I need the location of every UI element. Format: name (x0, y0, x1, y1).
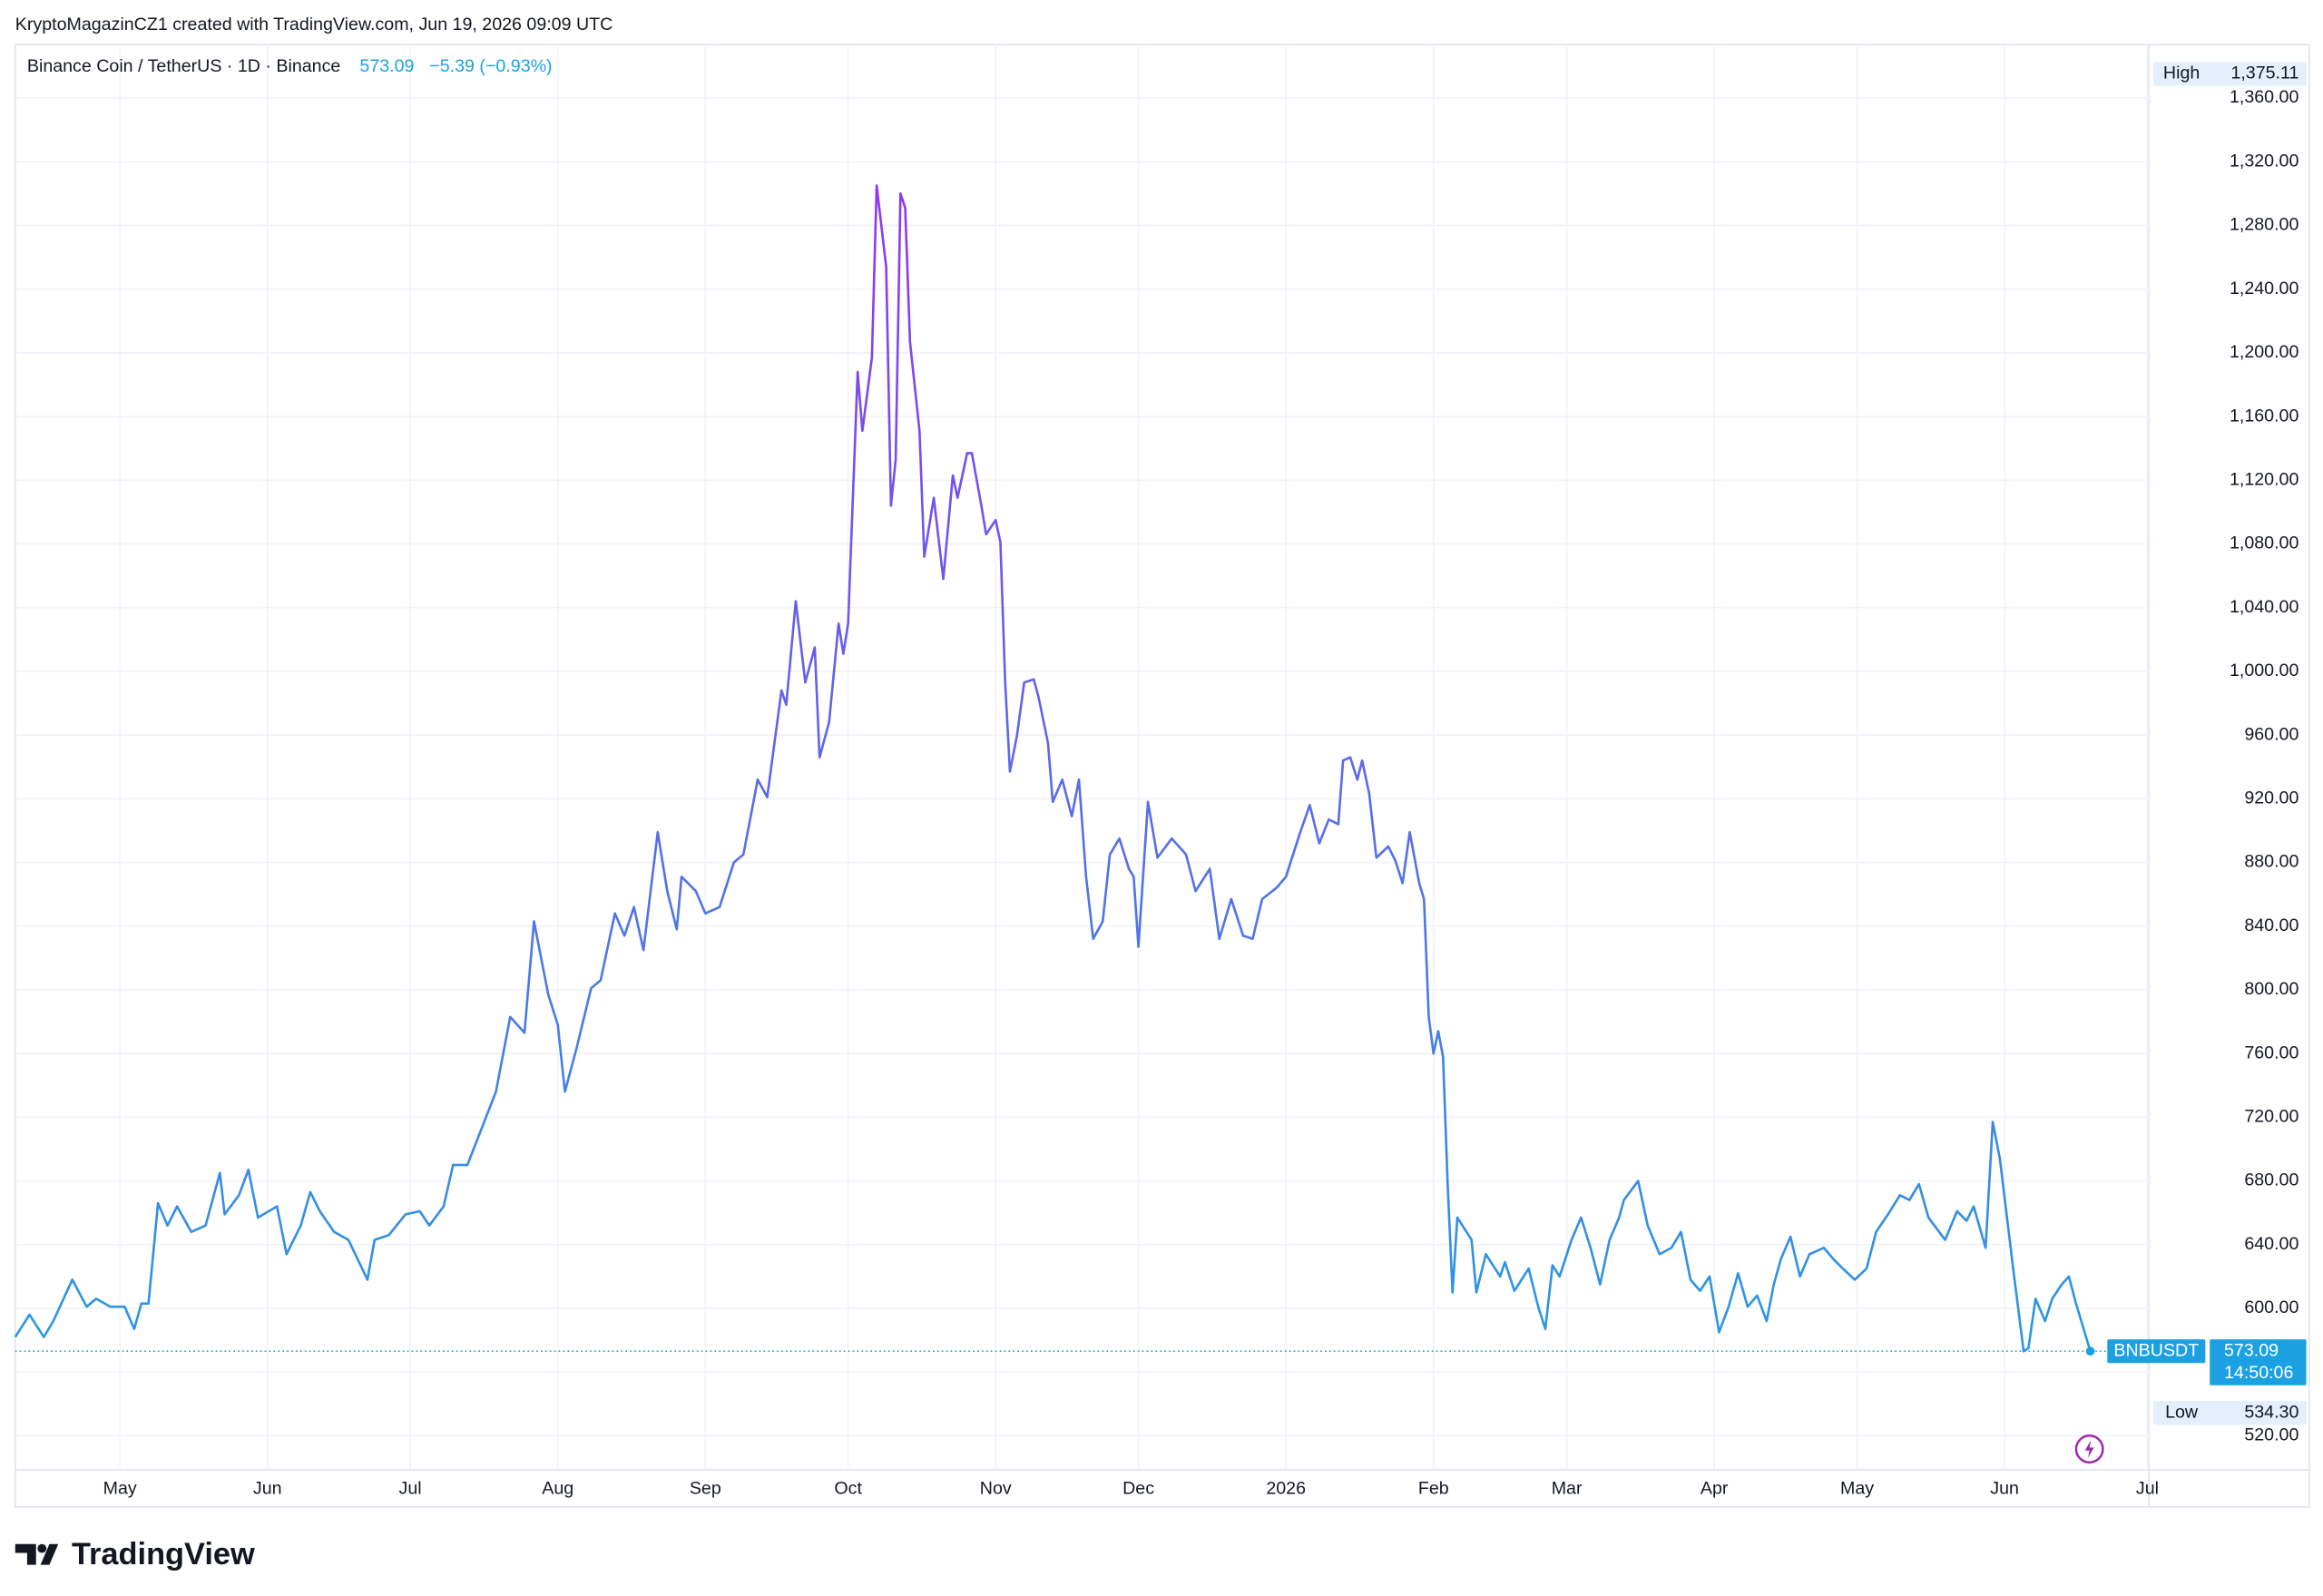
x-tick-label: Jul (2136, 1478, 2159, 1498)
y-tick-label: 1,360.00 (2230, 87, 2298, 107)
y-tick-label: 840.00 (2244, 915, 2298, 935)
y-tick-label: 920.00 (2244, 788, 2298, 808)
y-tick-label: 800.00 (2244, 979, 2298, 999)
symbol-tag-text: BNBUSDT (2113, 1340, 2199, 1360)
y-tick-label: 1,280.00 (2230, 215, 2298, 235)
logo-dot (37, 1543, 47, 1553)
x-tick-label: 2026 (1266, 1478, 1306, 1498)
y-tick-label: 1,320.00 (2230, 151, 2298, 171)
y-tick-label: 680.00 (2244, 1170, 2298, 1190)
last-price-dot (2085, 1346, 2095, 1356)
y-tick-label: 960.00 (2244, 724, 2298, 744)
price: 573.09 (359, 56, 414, 76)
x-tick-label: Jun (1990, 1478, 2019, 1498)
x-tick-label: Jun (253, 1478, 282, 1498)
x-tick-label: Sep (690, 1478, 721, 1498)
y-tick-label: 1,240.00 (2230, 279, 2298, 299)
plot (14, 184, 2150, 1356)
y-tick-label: 600.00 (2244, 1297, 2298, 1317)
y-tick-label: 1,120.00 (2230, 469, 2298, 489)
y-tick-label: 760.00 (2244, 1043, 2298, 1062)
low-value: 534.30 (2244, 1402, 2298, 1422)
y-tick-label: 1,080.00 (2230, 534, 2298, 553)
x-tick-label: Aug (542, 1478, 573, 1498)
y-tick-label: 640.00 (2244, 1234, 2298, 1254)
x-tick-label: Nov (980, 1478, 1012, 1498)
y-tick-label: 1,200.00 (2230, 342, 2298, 362)
x-tick-label: Apr (1701, 1478, 1729, 1498)
symbol: Binance Coin / TetherUS · 1D · Binance (27, 56, 341, 76)
x-tick-label: Mar (1552, 1478, 1583, 1498)
x-tick-label: Dec (1122, 1478, 1154, 1498)
price-tag-text: 573.09 (2224, 1340, 2279, 1360)
change: −5.39 (−0.93%) (429, 56, 552, 76)
high-name: High (2163, 64, 2200, 83)
x-tick-label: Jul (399, 1478, 422, 1498)
high-value: 1,375.11 (2230, 64, 2298, 83)
y-tick-label: 1,000.00 (2230, 661, 2298, 681)
grid (15, 44, 2150, 1470)
y-tick-label: 880.00 (2244, 852, 2298, 872)
x-tick-label: Feb (1418, 1478, 1449, 1498)
flash-icon[interactable] (2074, 1434, 2104, 1464)
x-tick-label: May (1840, 1478, 1874, 1498)
credit: KryptoMagazinCZ1 created with TradingVie… (15, 15, 613, 34)
x-tick-label: Oct (834, 1478, 862, 1498)
low-name: Low (2165, 1402, 2199, 1422)
symbol-tag (2107, 1339, 2206, 1364)
logo-text: TradingView (72, 1537, 255, 1572)
flash-circle[interactable] (2074, 1434, 2104, 1464)
x-tick-label: May (103, 1478, 137, 1498)
logo: TradingView (15, 1537, 255, 1572)
y-tick-label: 520.00 (2244, 1425, 2298, 1445)
logo-icon (15, 1543, 59, 1565)
countdown: 14:50:06 (2224, 1363, 2293, 1383)
price-tag (2210, 1339, 2307, 1385)
y-tick-label: 1,160.00 (2230, 406, 2298, 426)
flash-bolt[interactable] (2084, 1440, 2094, 1458)
low-tag (2153, 1401, 2307, 1425)
frame (14, 44, 2310, 1508)
high-tag (2153, 62, 2307, 86)
price-line (14, 184, 2092, 1353)
y-tick-label: 1,040.00 (2230, 597, 2298, 617)
y-tick-label: 720.00 (2244, 1107, 2298, 1127)
